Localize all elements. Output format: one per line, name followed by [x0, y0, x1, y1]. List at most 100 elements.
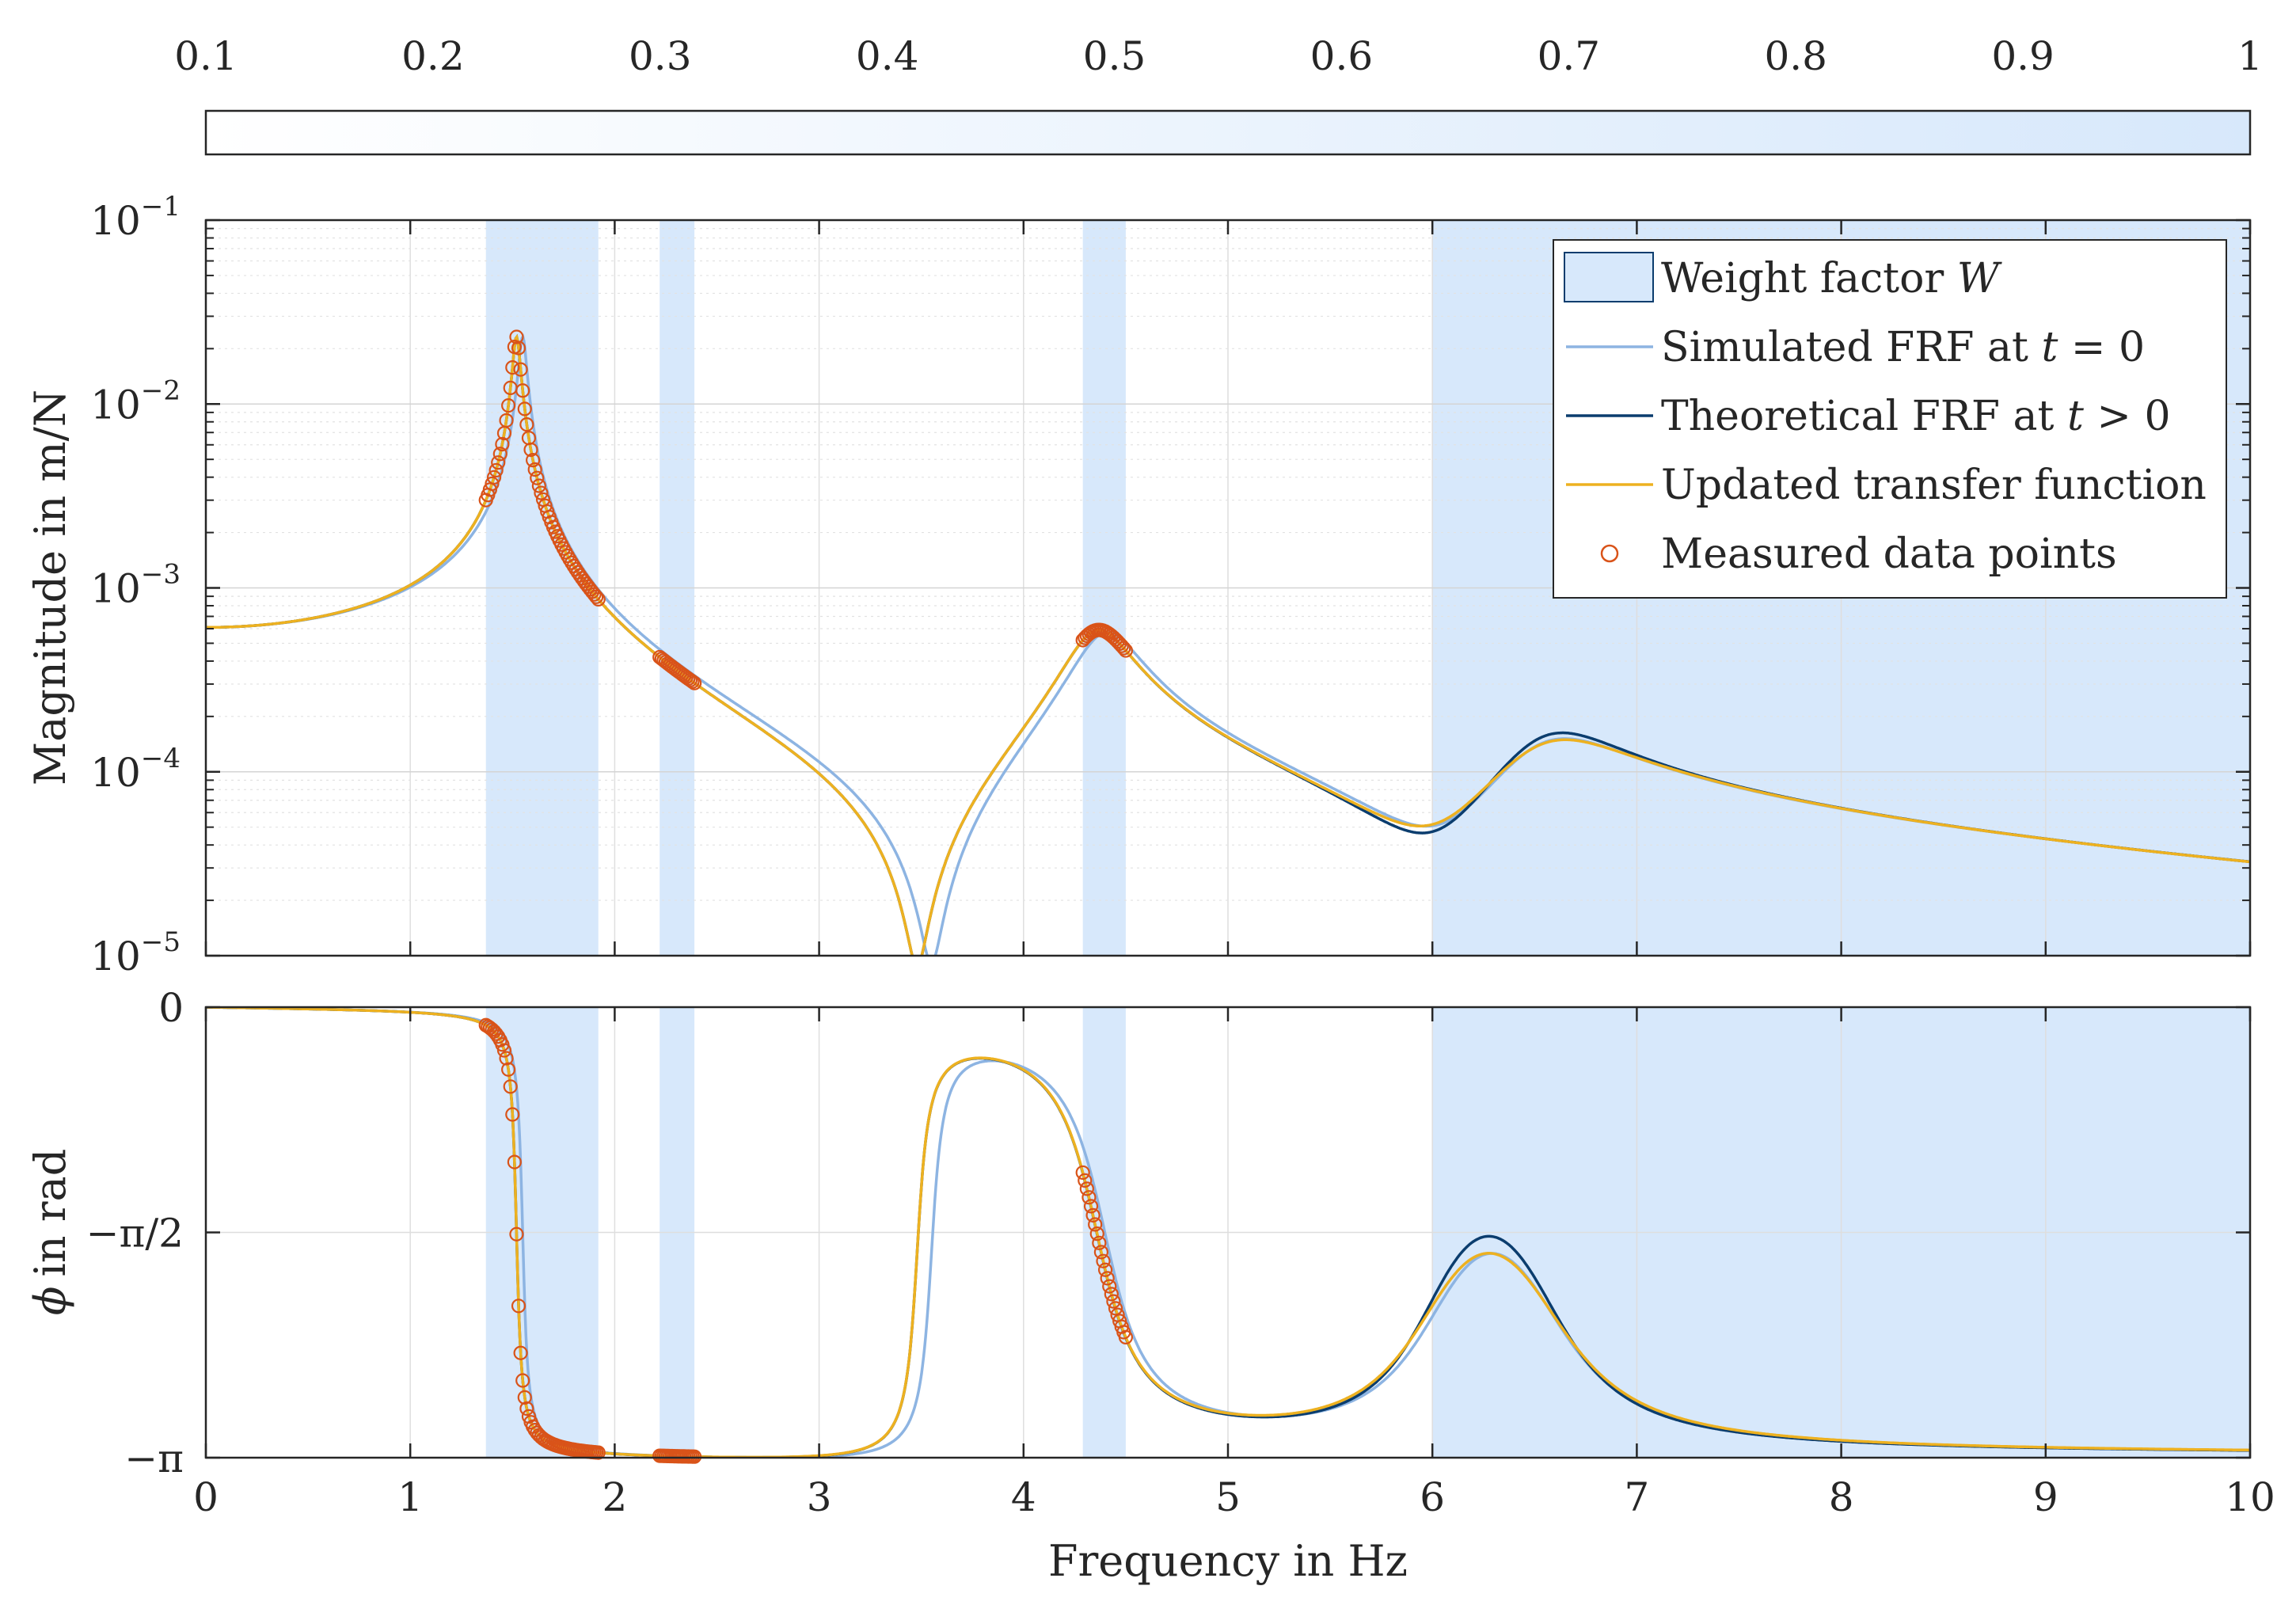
magnitude-tick-label: 10−4: [90, 743, 181, 796]
measured-point: [527, 462, 542, 477]
measured-point: [486, 470, 502, 485]
measured-point: [1096, 1253, 1111, 1268]
magnitude-tick-label: 10−3: [90, 559, 181, 612]
measured-point: [1118, 1329, 1134, 1344]
measured-point: [1100, 1271, 1115, 1286]
magnitude-tick-label: 10−2: [90, 375, 181, 428]
measured-point: [515, 383, 530, 398]
x-axis-label: Frequency in Hz: [1048, 1536, 1408, 1586]
legend-entry-label: Weight factor W: [1661, 255, 2002, 302]
phase-tick-label: −π/2: [86, 1211, 184, 1257]
measured-point: [517, 401, 532, 416]
phase-symbol: ϕ: [25, 1286, 75, 1315]
x-tick-label: 10: [2225, 1474, 2275, 1520]
measured-point: [1083, 1199, 1099, 1214]
measured-point: [495, 436, 510, 452]
measured-point: [591, 1445, 606, 1460]
measured-point: [1075, 1165, 1090, 1181]
measured-point: [682, 672, 698, 688]
measured-point: [505, 359, 520, 375]
measured-point: [495, 1037, 510, 1052]
measured-point: [503, 1079, 518, 1094]
measured-point: [589, 589, 604, 604]
x-tick-label: 9: [2033, 1474, 2058, 1520]
measured-point: [523, 442, 538, 458]
measured-point: [1116, 641, 1131, 656]
x-axis-ticks: 0 1 2 3 4 5 6 7 8 9 10: [193, 220, 2275, 1520]
measured-point: [1104, 1287, 1119, 1302]
legend-entry-label: Updated transfer function: [1661, 462, 2207, 509]
legend-entry-label: Theoretical FRF at t > 0: [1661, 393, 2171, 440]
measured-point: [685, 674, 700, 689]
measured-point: [686, 675, 702, 690]
measured-point: [519, 417, 534, 432]
legend-swatch-marker: [1600, 544, 1619, 563]
measured-point: [517, 1390, 532, 1405]
measured-point: [492, 447, 507, 462]
measured-point: [686, 1449, 702, 1464]
measured-point: [1108, 1301, 1123, 1316]
measured-point: [1089, 1226, 1104, 1242]
x-tick-label: 6: [1420, 1474, 1445, 1520]
magnitude-measured-points: [478, 329, 1134, 690]
measured-point: [491, 455, 506, 470]
measured-point: [501, 1062, 516, 1077]
colorbar-tick-label: 0.8: [1764, 33, 1827, 79]
measured-point: [505, 1107, 520, 1122]
measured-point: [507, 1154, 522, 1169]
phase-y-ticks: −π −π/2 0: [86, 985, 2250, 1481]
measured-point: [534, 485, 549, 500]
measured-point: [1078, 1173, 1093, 1188]
phase-y-label-text: in rad: [25, 1149, 75, 1277]
legend-entry-label: Simulated FRF at t = 0: [1661, 324, 2145, 371]
colorbar: 0.1 0.2 0.3 0.4 0.5 0.6 0.7 0.8 0.9 1: [174, 33, 2263, 156]
measured-point: [1093, 1245, 1109, 1260]
colorbar-tick-label: 0.6: [1310, 33, 1374, 79]
measured-point: [530, 470, 545, 485]
measured-point: [519, 1401, 534, 1417]
measured-point: [1106, 1294, 1121, 1309]
measured-point: [1088, 1217, 1103, 1232]
x-tick-label: 0: [193, 1474, 219, 1520]
measured-point: [499, 1051, 514, 1066]
measured-point: [531, 478, 546, 493]
measured-point: [1081, 1190, 1097, 1205]
measured-point: [513, 362, 528, 377]
measured-point: [526, 453, 541, 468]
measured-point: [591, 591, 606, 607]
measured-point: [1079, 1181, 1094, 1196]
colorbar-tick-label: 1: [2237, 33, 2263, 79]
measured-point: [1102, 1279, 1117, 1294]
magnitude-y-label: Magnitude in m/N: [25, 390, 75, 785]
measured-point: [1118, 643, 1134, 658]
measured-point: [513, 1345, 528, 1360]
magnitude-y-ticks: 10−5 10−4 10−3 10−2 10−1: [90, 191, 2250, 979]
colorbar-ticks: 0.1 0.2 0.3 0.4 0.5 0.6 0.7 0.8 0.9 1: [174, 33, 2263, 79]
x-tick-label: 5: [1215, 1474, 1241, 1520]
x-tick-label: 4: [1011, 1474, 1036, 1520]
measured-point: [509, 1226, 524, 1242]
colorbar-tick-label: 0.1: [174, 33, 238, 79]
colorbar-tick-label: 0.3: [629, 33, 692, 79]
legend-swatch-weight: [1564, 252, 1654, 302]
measured-point: [488, 462, 504, 478]
phase-tick-label: 0: [158, 985, 184, 1031]
x-tick-label: 7: [1624, 1474, 1649, 1520]
magnitude-tick-label: 10−1: [90, 191, 181, 244]
measured-point: [511, 1299, 526, 1314]
colorbar-tick-label: 0.4: [856, 33, 919, 79]
legend-box: [1553, 239, 2227, 599]
measured-point: [1114, 638, 1129, 653]
measured-point: [1097, 1262, 1113, 1277]
legend: Weight factor W Simulated FRF at t = 0 The…: [1553, 239, 2227, 599]
phase-measured-points: [478, 1017, 1134, 1464]
measured-point: [1092, 1235, 1107, 1250]
measured-point: [485, 476, 500, 492]
phase-panel: −π −π/2 0 ϕ in rad: [25, 985, 2252, 1481]
measured-point: [499, 413, 514, 428]
legend-entry-label: Measured data points: [1661, 530, 2117, 578]
x-tick-label: 8: [1829, 1474, 1854, 1520]
measured-point: [482, 482, 497, 497]
phase-y-label: ϕ in rad: [25, 1149, 75, 1316]
